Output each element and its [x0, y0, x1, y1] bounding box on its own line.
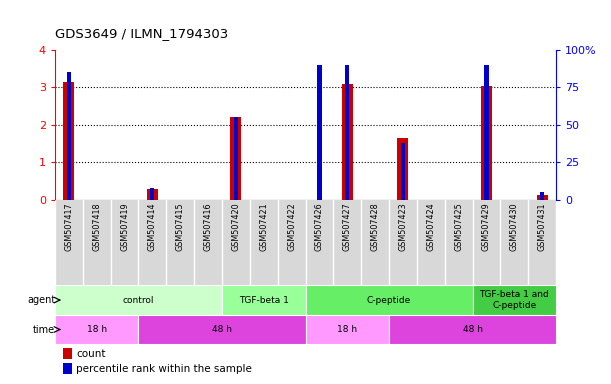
Bar [55, 315, 139, 344]
Text: GSM507419: GSM507419 [120, 202, 129, 251]
Text: percentile rank within the sample: percentile rank within the sample [76, 364, 252, 374]
Text: count: count [76, 349, 106, 359]
Text: control: control [123, 296, 154, 305]
Bar [230, 118, 241, 200]
Bar [345, 65, 349, 200]
Bar [306, 315, 389, 344]
Bar [147, 189, 158, 200]
Bar [342, 84, 353, 200]
Bar [536, 195, 547, 200]
Text: GSM507429: GSM507429 [482, 202, 491, 251]
Bar [139, 315, 306, 344]
Bar [472, 285, 556, 315]
Bar [540, 192, 544, 200]
Text: GSM507421: GSM507421 [259, 202, 268, 251]
Bar [150, 188, 155, 200]
Bar [55, 285, 222, 315]
Bar [64, 82, 75, 200]
Text: GSM507423: GSM507423 [398, 202, 408, 251]
Text: 48 h: 48 h [212, 325, 232, 334]
Bar [397, 138, 409, 200]
Text: 48 h: 48 h [463, 325, 483, 334]
Text: GSM507427: GSM507427 [343, 202, 352, 251]
Text: time: time [33, 324, 55, 334]
Bar [485, 65, 489, 200]
Text: 18 h: 18 h [337, 325, 357, 334]
Text: GSM507428: GSM507428 [371, 202, 379, 251]
Text: GSM507425: GSM507425 [454, 202, 463, 251]
Text: GSM507415: GSM507415 [176, 202, 185, 251]
Bar [67, 73, 71, 200]
Text: GSM507418: GSM507418 [92, 202, 101, 251]
Text: 18 h: 18 h [87, 325, 107, 334]
Text: GDS3649 / ILMN_1794303: GDS3649 / ILMN_1794303 [55, 27, 229, 40]
Bar [62, 364, 71, 374]
Bar [234, 118, 238, 200]
Text: GSM507416: GSM507416 [203, 202, 213, 251]
Bar [317, 65, 321, 200]
Bar [306, 285, 472, 315]
Text: GSM507426: GSM507426 [315, 202, 324, 251]
Text: GSM507417: GSM507417 [64, 202, 73, 251]
Text: GSM507430: GSM507430 [510, 202, 519, 251]
Text: C-peptide: C-peptide [367, 296, 411, 305]
Bar [401, 143, 405, 200]
Bar [222, 285, 306, 315]
Text: GSM507420: GSM507420 [232, 202, 240, 251]
Text: GSM507431: GSM507431 [538, 202, 547, 251]
Text: GSM507422: GSM507422 [287, 202, 296, 251]
Bar [481, 86, 492, 200]
Bar [62, 348, 71, 359]
Text: TGF-beta 1: TGF-beta 1 [239, 296, 288, 305]
Bar [389, 315, 556, 344]
Text: agent: agent [27, 295, 55, 305]
Text: GSM507414: GSM507414 [148, 202, 157, 251]
Text: TGF-beta 1 and
C-peptide: TGF-beta 1 and C-peptide [480, 290, 549, 310]
Text: GSM507424: GSM507424 [426, 202, 435, 251]
